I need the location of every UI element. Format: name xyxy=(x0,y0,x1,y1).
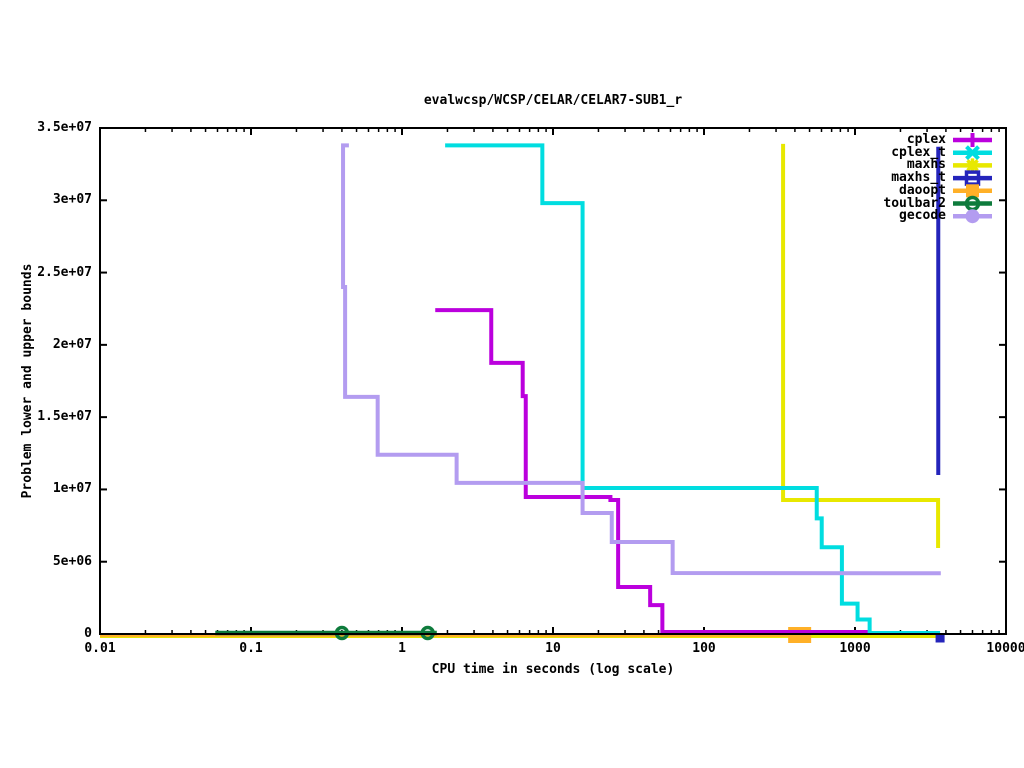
x-tick-label: 0.01 xyxy=(84,641,116,656)
legend-label-maxhs: maxhs xyxy=(906,157,946,173)
x-tick-label: 100 xyxy=(692,641,716,656)
legend-label-gecode: gecode xyxy=(899,208,946,224)
marker-cross-icon xyxy=(965,145,980,161)
y-tick-label: 0 xyxy=(84,626,92,641)
y-tick-label: 1e+07 xyxy=(52,481,92,497)
marker-plus-icon xyxy=(965,133,980,147)
legend-label-cplex: cplex xyxy=(906,132,946,147)
series-line-gecode xyxy=(341,143,941,576)
legend-label-toulbar2: toulbar2 xyxy=(883,195,946,211)
x-axis-title: CPU time in seconds (log scale) xyxy=(431,662,675,677)
legend-label-maxhs_t: maxhs_t xyxy=(891,170,946,186)
y-tick-label: 1.5e+07 xyxy=(37,409,92,425)
x-tick-label: 1 xyxy=(398,641,406,656)
y-tick-label: 5e+06 xyxy=(52,553,92,569)
legend-label-daoopt: daoopt xyxy=(899,182,946,198)
marker-asterisk-icon xyxy=(966,158,979,173)
y-tick-label: 3e+07 xyxy=(52,192,92,208)
marker-square-filled-icon xyxy=(966,184,979,198)
x-tick-label: 0.1 xyxy=(239,641,263,656)
y-tick-label: 2e+07 xyxy=(52,336,92,352)
marker-circle-filled-icon xyxy=(965,209,980,224)
legend-label-cplex_t: cplex_t xyxy=(891,144,946,160)
series-line-cplex xyxy=(435,308,869,634)
x-tick-label: 10 xyxy=(545,641,561,656)
marker-square-open-icon xyxy=(964,170,981,186)
marker-square-filled-icon xyxy=(935,633,945,643)
plot-border xyxy=(99,127,1007,635)
x-tick-label: 10000 xyxy=(986,641,1024,656)
y-tick-label: 3.5e+07 xyxy=(37,120,92,135)
series-line-cplex_t xyxy=(445,143,941,635)
x-tick-label: 1000 xyxy=(839,641,871,656)
series-line-maxhs xyxy=(781,143,941,548)
y-tick-label: 2.5e+07 xyxy=(37,264,92,280)
chart-title: evalwcsp/WCSP/CELAR/CELAR7-SUB1_r xyxy=(423,93,683,108)
